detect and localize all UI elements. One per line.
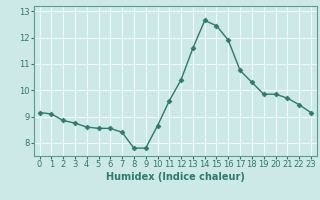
X-axis label: Humidex (Indice chaleur): Humidex (Indice chaleur) — [106, 172, 244, 182]
